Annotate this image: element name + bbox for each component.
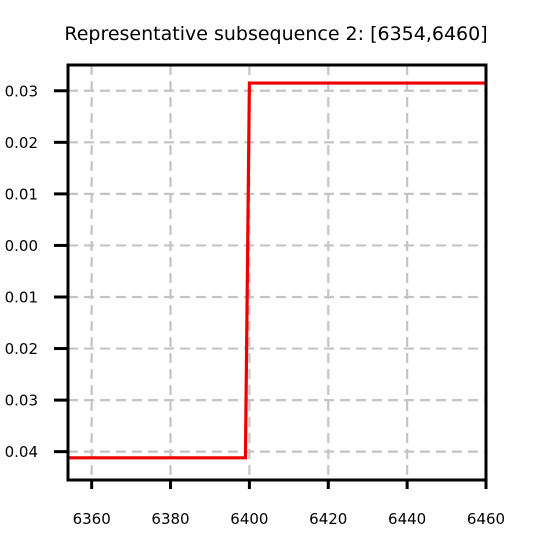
x-tick-label: 6360 xyxy=(73,510,111,528)
x-tick-label: 6400 xyxy=(230,510,268,528)
y-tick-label: 0.01 xyxy=(5,288,38,306)
x-tick-label: 6380 xyxy=(151,510,189,528)
y-tick-label: 0.03 xyxy=(5,392,38,410)
y-tick-label: 0.03 xyxy=(5,82,38,100)
series-layer xyxy=(68,81,486,460)
y-tick-label: 0.02 xyxy=(5,340,38,358)
x-tick-label: 6420 xyxy=(309,510,347,528)
y-tick-label: 0.01 xyxy=(5,185,38,203)
y-tick-label: 0.02 xyxy=(5,134,38,152)
x-tick-label: 6460 xyxy=(467,510,505,528)
grid-layer xyxy=(68,65,488,480)
axis-layer: 6360 6380 6400 6420 6440 6460 0.03 0.02 0.01 0.00… xyxy=(5,82,506,528)
y-tick-label: 0.04 xyxy=(5,443,38,461)
plot-frame xyxy=(66,63,488,482)
y-tick-label: 0.00 xyxy=(5,237,38,255)
x-tick-label: 6440 xyxy=(388,510,426,528)
chart-title: Representative subsequence 2: [6354,6460… xyxy=(64,23,487,45)
series-line xyxy=(68,81,486,460)
